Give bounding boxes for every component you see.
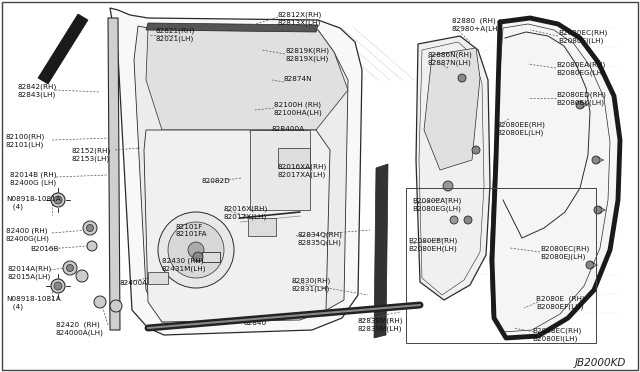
- Text: 82834Q(RH)
82835Q(LH): 82834Q(RH) 82835Q(LH): [298, 232, 343, 246]
- Text: 82420  (RH)
824000A(LH): 82420 (RH) 824000A(LH): [56, 322, 104, 336]
- Polygon shape: [374, 164, 388, 338]
- Text: 82100H (RH)
82100HA(LH): 82100H (RH) 82100HA(LH): [274, 102, 323, 116]
- Text: 82840: 82840: [244, 320, 267, 326]
- Text: 82812X(RH)
82813X(LH): 82812X(RH) 82813X(LH): [278, 12, 323, 26]
- Polygon shape: [110, 8, 362, 335]
- Circle shape: [54, 196, 62, 204]
- Polygon shape: [38, 14, 88, 84]
- Text: B2016B: B2016B: [30, 246, 58, 252]
- Text: JB2000KD: JB2000KD: [575, 358, 627, 368]
- Text: 82016X(RH)
82017X(LH): 82016X(RH) 82017X(LH): [224, 206, 268, 220]
- Circle shape: [63, 261, 77, 275]
- Text: B2080EA(RH)
B2080EG(LH): B2080EA(RH) B2080EG(LH): [556, 62, 605, 76]
- Circle shape: [76, 270, 88, 282]
- Text: 82838M(RH)
82839M(LH): 82838M(RH) 82839M(LH): [358, 318, 403, 332]
- Text: 82430 (RH)
82431M(LH): 82430 (RH) 82431M(LH): [162, 258, 207, 272]
- Circle shape: [188, 242, 204, 258]
- Bar: [250, 130, 310, 210]
- Circle shape: [586, 261, 594, 269]
- Text: 82014A(RH)
82015A(LH): 82014A(RH) 82015A(LH): [8, 266, 52, 280]
- Circle shape: [54, 282, 62, 290]
- Text: B2080EC(RH)
B2080EJ(LH): B2080EC(RH) B2080EJ(LH): [558, 30, 607, 44]
- Text: 82880  (RH)
82980+A(LH): 82880 (RH) 82980+A(LH): [452, 18, 501, 32]
- Text: 82821(RH)
82021(LH): 82821(RH) 82021(LH): [155, 28, 195, 42]
- Circle shape: [158, 212, 234, 288]
- Circle shape: [193, 252, 203, 262]
- Bar: [148, 272, 168, 284]
- Text: 82819K(RH)
82819X(LH): 82819K(RH) 82819X(LH): [286, 48, 330, 62]
- Circle shape: [110, 300, 122, 312]
- Polygon shape: [146, 25, 348, 130]
- Circle shape: [443, 181, 453, 191]
- Bar: [406, 188, 596, 343]
- Text: N08918-1081A
   (4): N08918-1081A (4): [6, 296, 61, 310]
- Text: N08918-1081A
   (4): N08918-1081A (4): [6, 196, 61, 209]
- Circle shape: [464, 216, 472, 224]
- Text: 82016XA(RH)
82017XA(LH): 82016XA(RH) 82017XA(LH): [278, 164, 327, 178]
- Polygon shape: [108, 18, 120, 330]
- Circle shape: [450, 216, 458, 224]
- Text: 82400 (RH)
82400G(LH): 82400 (RH) 82400G(LH): [6, 228, 50, 242]
- Circle shape: [168, 222, 224, 278]
- Text: 82400A: 82400A: [120, 280, 148, 286]
- Text: 82886N(RH)
82887N(LH): 82886N(RH) 82887N(LH): [428, 52, 473, 66]
- Text: 82842(RH)
82843(LH): 82842(RH) 82843(LH): [18, 84, 57, 98]
- Text: B2080EE(RH)
B2080EL(LH): B2080EE(RH) B2080EL(LH): [496, 122, 545, 136]
- Text: 82830(RH)
82831(LH): 82830(RH) 82831(LH): [292, 278, 332, 292]
- Text: B2088EC(RH)
B2080EI(LH): B2088EC(RH) B2080EI(LH): [532, 328, 581, 342]
- Text: B2080EC(RH)
B2080EJ(LH): B2080EC(RH) B2080EJ(LH): [540, 246, 589, 260]
- Text: 82152(RH)
82153(LH): 82152(RH) 82153(LH): [72, 148, 111, 162]
- Polygon shape: [146, 23, 318, 32]
- Text: B2080ED(RH)
B2080EK(LH): B2080ED(RH) B2080EK(LH): [556, 92, 606, 106]
- Circle shape: [83, 221, 97, 235]
- Circle shape: [576, 101, 584, 109]
- Circle shape: [458, 74, 466, 82]
- Polygon shape: [492, 18, 620, 338]
- Bar: [248, 218, 276, 236]
- Text: 82082D: 82082D: [202, 178, 231, 184]
- Circle shape: [51, 279, 65, 293]
- Circle shape: [94, 296, 106, 308]
- Polygon shape: [144, 130, 330, 322]
- Text: B2080EB(RH)
B2080EH(LH): B2080EB(RH) B2080EH(LH): [408, 238, 457, 252]
- Text: 82100(RH)
82101(LH): 82100(RH) 82101(LH): [6, 134, 45, 148]
- Circle shape: [592, 156, 600, 164]
- Circle shape: [67, 264, 74, 272]
- Text: 82101F
82101FA: 82101F 82101FA: [176, 224, 207, 237]
- Bar: [202, 252, 220, 262]
- Circle shape: [86, 224, 93, 231]
- Polygon shape: [424, 48, 480, 170]
- Text: 82B400A: 82B400A: [272, 126, 305, 132]
- Bar: [278, 148, 310, 168]
- Circle shape: [87, 241, 97, 251]
- Circle shape: [472, 146, 480, 154]
- Text: 82874N: 82874N: [284, 76, 312, 82]
- Circle shape: [51, 193, 65, 207]
- Polygon shape: [134, 26, 348, 322]
- Text: 82014B (RH)
82400G (LH): 82014B (RH) 82400G (LH): [10, 172, 56, 186]
- Circle shape: [594, 206, 602, 214]
- Text: B2080E  (RH)
B2080EF(LH): B2080E (RH) B2080EF(LH): [536, 296, 585, 310]
- Text: B2080EA(RH)
B2080EG(LH): B2080EA(RH) B2080EG(LH): [412, 198, 461, 212]
- Polygon shape: [416, 36, 490, 300]
